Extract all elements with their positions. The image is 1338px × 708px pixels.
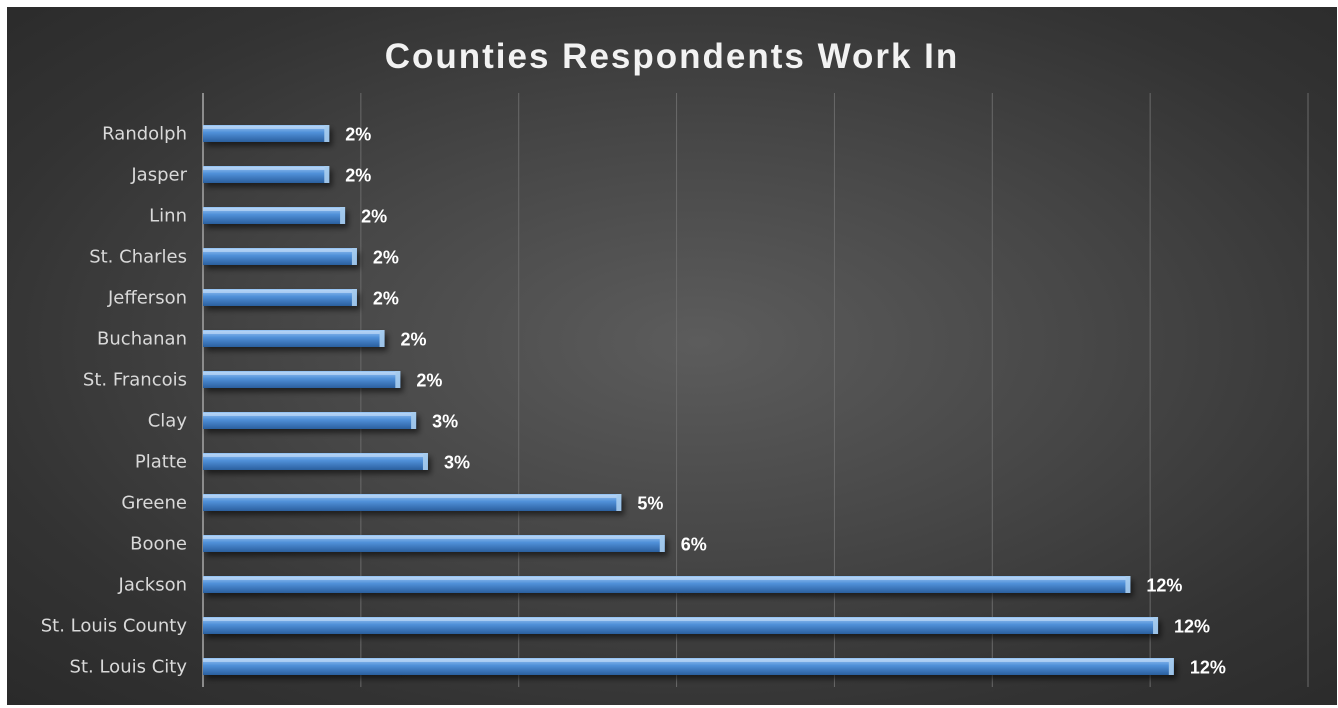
- bar-highlight: [203, 659, 1170, 662]
- bar: [203, 248, 357, 265]
- bar-body: [203, 371, 401, 388]
- bar-end-cap: [351, 289, 357, 306]
- bar: [203, 576, 1131, 593]
- bar: [203, 371, 401, 388]
- bar-body: [203, 125, 330, 142]
- category-label: Jackson: [118, 575, 187, 596]
- bar-end-cap: [324, 125, 330, 142]
- bar-body: [203, 248, 357, 265]
- bar: [203, 330, 385, 347]
- bar-highlight: [203, 536, 661, 539]
- bar-highlight: [203, 208, 342, 211]
- category-label: Jefferson: [107, 288, 187, 309]
- data-label: 2%: [345, 125, 371, 145]
- data-label: 3%: [432, 412, 458, 432]
- chart-plot-area: Randolph 2% Jasper 2% Linn 2% St. Charles 2% Jef…: [41, 93, 1309, 687]
- bar-highlight: [203, 618, 1155, 621]
- data-label: 2%: [401, 330, 427, 350]
- category-label: Buchanan: [97, 329, 187, 350]
- category-label: Jasper: [130, 165, 187, 186]
- bar-end-cap: [659, 535, 665, 552]
- bar-end-cap: [1125, 576, 1131, 593]
- bar: [203, 494, 622, 511]
- bar-body: [203, 289, 357, 306]
- bar: [203, 412, 417, 429]
- bar-highlight: [203, 372, 397, 375]
- data-label: 2%: [361, 207, 387, 227]
- bar-highlight: [203, 577, 1127, 580]
- bar-body: [203, 576, 1131, 593]
- bar-body: [203, 658, 1174, 675]
- category-label: St. Charles: [89, 247, 187, 268]
- bar: [203, 658, 1174, 675]
- bars: [203, 125, 1174, 675]
- data-label: 3%: [444, 453, 470, 473]
- category-label: Platte: [135, 452, 187, 473]
- bar: [203, 125, 330, 142]
- category-label: St. Louis County: [41, 616, 188, 637]
- bar-body: [203, 494, 622, 511]
- bar-highlight: [203, 167, 326, 170]
- chart-frame: Counties Respondents Work In Randolph 2% J…: [7, 7, 1337, 705]
- category-label: Randolph: [102, 124, 187, 145]
- bar-highlight: [203, 413, 413, 416]
- data-label: 12%: [1190, 658, 1226, 678]
- bar-body: [203, 617, 1159, 634]
- data-label: 2%: [373, 289, 399, 309]
- category-label: Boone: [130, 534, 187, 555]
- bar-end-cap: [351, 248, 357, 265]
- chart-title: Counties Respondents Work In: [384, 37, 960, 76]
- bar-highlight: [203, 454, 424, 457]
- bar-end-cap: [395, 371, 401, 388]
- bar: [203, 289, 357, 306]
- bar-body: [203, 330, 385, 347]
- data-label: 2%: [416, 371, 442, 391]
- bar: [203, 535, 665, 552]
- category-label: Greene: [121, 493, 187, 514]
- bar-highlight: [203, 126, 326, 129]
- data-label: 2%: [373, 248, 399, 268]
- bar-end-cap: [1153, 617, 1159, 634]
- data-label: 12%: [1174, 617, 1210, 637]
- bar-end-cap: [411, 412, 417, 429]
- category-label: St. Louis City: [70, 657, 188, 678]
- category-label: Clay: [148, 411, 188, 432]
- bar-highlight: [203, 495, 618, 498]
- bar-body: [203, 207, 346, 224]
- bar-body: [203, 412, 417, 429]
- bar: [203, 166, 330, 183]
- data-label: 6%: [681, 535, 707, 555]
- bar-end-cap: [1168, 658, 1174, 675]
- data-label: 5%: [637, 494, 663, 514]
- bar: [203, 453, 428, 470]
- bar-end-cap: [422, 453, 428, 470]
- category-label: St. Francois: [83, 370, 187, 391]
- bar-body: [203, 453, 428, 470]
- bar: [203, 617, 1159, 634]
- bar-body: [203, 535, 665, 552]
- bar-end-cap: [616, 494, 622, 511]
- bar-end-cap: [324, 166, 330, 183]
- bar-end-cap: [340, 207, 346, 224]
- gridlines: [360, 93, 1309, 687]
- bar-end-cap: [379, 330, 385, 347]
- data-label: 12%: [1146, 576, 1182, 596]
- bar-body: [203, 166, 330, 183]
- bar: [203, 207, 346, 224]
- bar-highlight: [203, 290, 353, 293]
- category-label: Linn: [149, 206, 187, 227]
- bar-highlight: [203, 249, 353, 252]
- bar-highlight: [203, 331, 381, 334]
- labels: Randolph 2% Jasper 2% Linn 2% St. Charles 2% Jef…: [41, 124, 1226, 678]
- data-label: 2%: [345, 166, 371, 186]
